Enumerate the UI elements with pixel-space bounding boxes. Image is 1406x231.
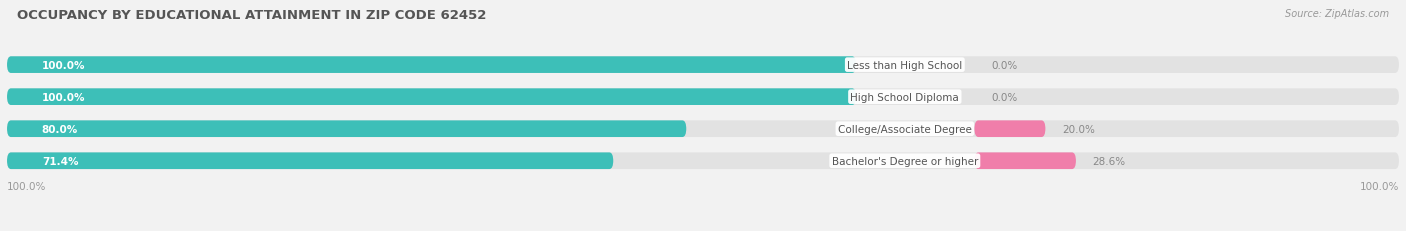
Text: 100.0%: 100.0% [1360,181,1399,191]
FancyBboxPatch shape [974,121,1046,137]
Text: 20.0%: 20.0% [1062,124,1095,134]
Text: 100.0%: 100.0% [42,92,86,102]
Text: 0.0%: 0.0% [991,60,1018,70]
Text: High School Diploma: High School Diploma [851,92,959,102]
Text: 100.0%: 100.0% [7,181,46,191]
Text: 80.0%: 80.0% [42,124,79,134]
FancyBboxPatch shape [7,121,1399,137]
Text: College/Associate Degree: College/Associate Degree [838,124,972,134]
FancyBboxPatch shape [7,153,1399,169]
FancyBboxPatch shape [974,153,1076,169]
Text: 0.0%: 0.0% [991,92,1018,102]
FancyBboxPatch shape [7,153,613,169]
FancyBboxPatch shape [7,89,856,106]
Text: OCCUPANCY BY EDUCATIONAL ATTAINMENT IN ZIP CODE 62452: OCCUPANCY BY EDUCATIONAL ATTAINMENT IN Z… [17,9,486,22]
FancyBboxPatch shape [7,57,856,74]
FancyBboxPatch shape [7,121,686,137]
Text: 100.0%: 100.0% [42,60,86,70]
Text: Less than High School: Less than High School [848,60,963,70]
Text: 71.4%: 71.4% [42,156,79,166]
Text: Source: ZipAtlas.com: Source: ZipAtlas.com [1285,9,1389,19]
FancyBboxPatch shape [7,89,1399,106]
Text: Bachelor's Degree or higher: Bachelor's Degree or higher [831,156,979,166]
Text: 28.6%: 28.6% [1092,156,1126,166]
FancyBboxPatch shape [7,57,1399,74]
